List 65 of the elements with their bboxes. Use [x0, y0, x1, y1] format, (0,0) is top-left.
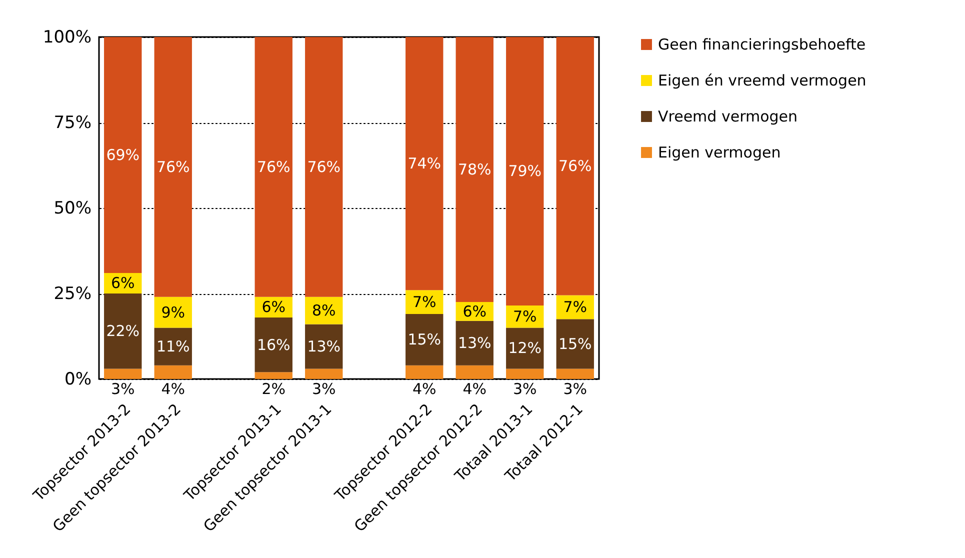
bar	[254, 37, 292, 297]
data-label: 76%	[558, 157, 592, 176]
bar	[406, 37, 444, 290]
data-label: 15%	[408, 330, 442, 349]
bar	[406, 365, 444, 379]
data-label: 3%	[110, 380, 135, 398]
data-label: 13%	[458, 334, 492, 352]
bar	[104, 294, 142, 369]
bar	[506, 368, 544, 379]
bar	[254, 372, 292, 379]
y-tick-label: 25%	[54, 284, 92, 304]
data-label: 76%	[256, 158, 290, 176]
data-label: 76%	[156, 158, 190, 176]
bar	[406, 314, 444, 366]
data-label: 7%	[412, 293, 436, 312]
bar	[556, 319, 594, 369]
data-label: 22%	[106, 322, 140, 340]
data-label: 8%	[312, 302, 336, 320]
y-tick-label: 50%	[54, 198, 92, 218]
bar	[305, 368, 343, 379]
data-label: 13%	[307, 338, 341, 356]
data-label: 79%	[508, 162, 542, 180]
bar	[456, 365, 494, 379]
data-label: 9%	[161, 303, 186, 322]
data-label: 7%	[512, 308, 537, 326]
bar	[305, 324, 343, 369]
y-tick-label: 75%	[54, 113, 92, 133]
bar	[154, 37, 192, 297]
legend-label: Eigen én vreemd vermogen	[658, 72, 866, 90]
data-label: 7%	[563, 298, 588, 316]
data-label: 3%	[312, 380, 336, 398]
data-label: 3%	[563, 380, 588, 398]
bar	[506, 328, 544, 369]
bar	[305, 37, 343, 297]
data-label: 4%	[412, 380, 436, 398]
bar	[154, 328, 192, 366]
data-label: 6%	[462, 302, 487, 320]
data-label: 6%	[262, 298, 286, 316]
data-label: 6%	[110, 274, 135, 292]
legend-label: Geen financieringsbehoefte	[658, 36, 866, 54]
legend-label: Vreemd vermogen	[658, 108, 798, 126]
data-label: 3%	[512, 380, 537, 398]
bar	[456, 37, 494, 302]
bar	[154, 365, 192, 379]
data-label: 76%	[307, 158, 341, 176]
data-label: 15%	[558, 334, 592, 353]
data-label: 4%	[462, 380, 487, 398]
data-label: 74%	[408, 154, 442, 173]
y-tick-label: 0%	[64, 370, 92, 390]
bar	[556, 368, 594, 379]
data-label: 2%	[262, 380, 286, 398]
bar	[506, 37, 544, 306]
legend-label: Eigen vermogen	[658, 144, 781, 162]
bar	[104, 368, 142, 379]
bar	[254, 317, 292, 372]
bar	[556, 37, 594, 296]
y-tick-label: 100%	[42, 28, 92, 48]
data-label: 69%	[106, 146, 140, 164]
data-label: 11%	[156, 338, 190, 356]
data-label: 4%	[161, 380, 186, 398]
bar	[104, 37, 142, 273]
data-label: 12%	[508, 339, 542, 358]
bar	[456, 320, 494, 366]
data-label: 16%	[256, 336, 290, 354]
data-label: 78%	[458, 160, 492, 179]
